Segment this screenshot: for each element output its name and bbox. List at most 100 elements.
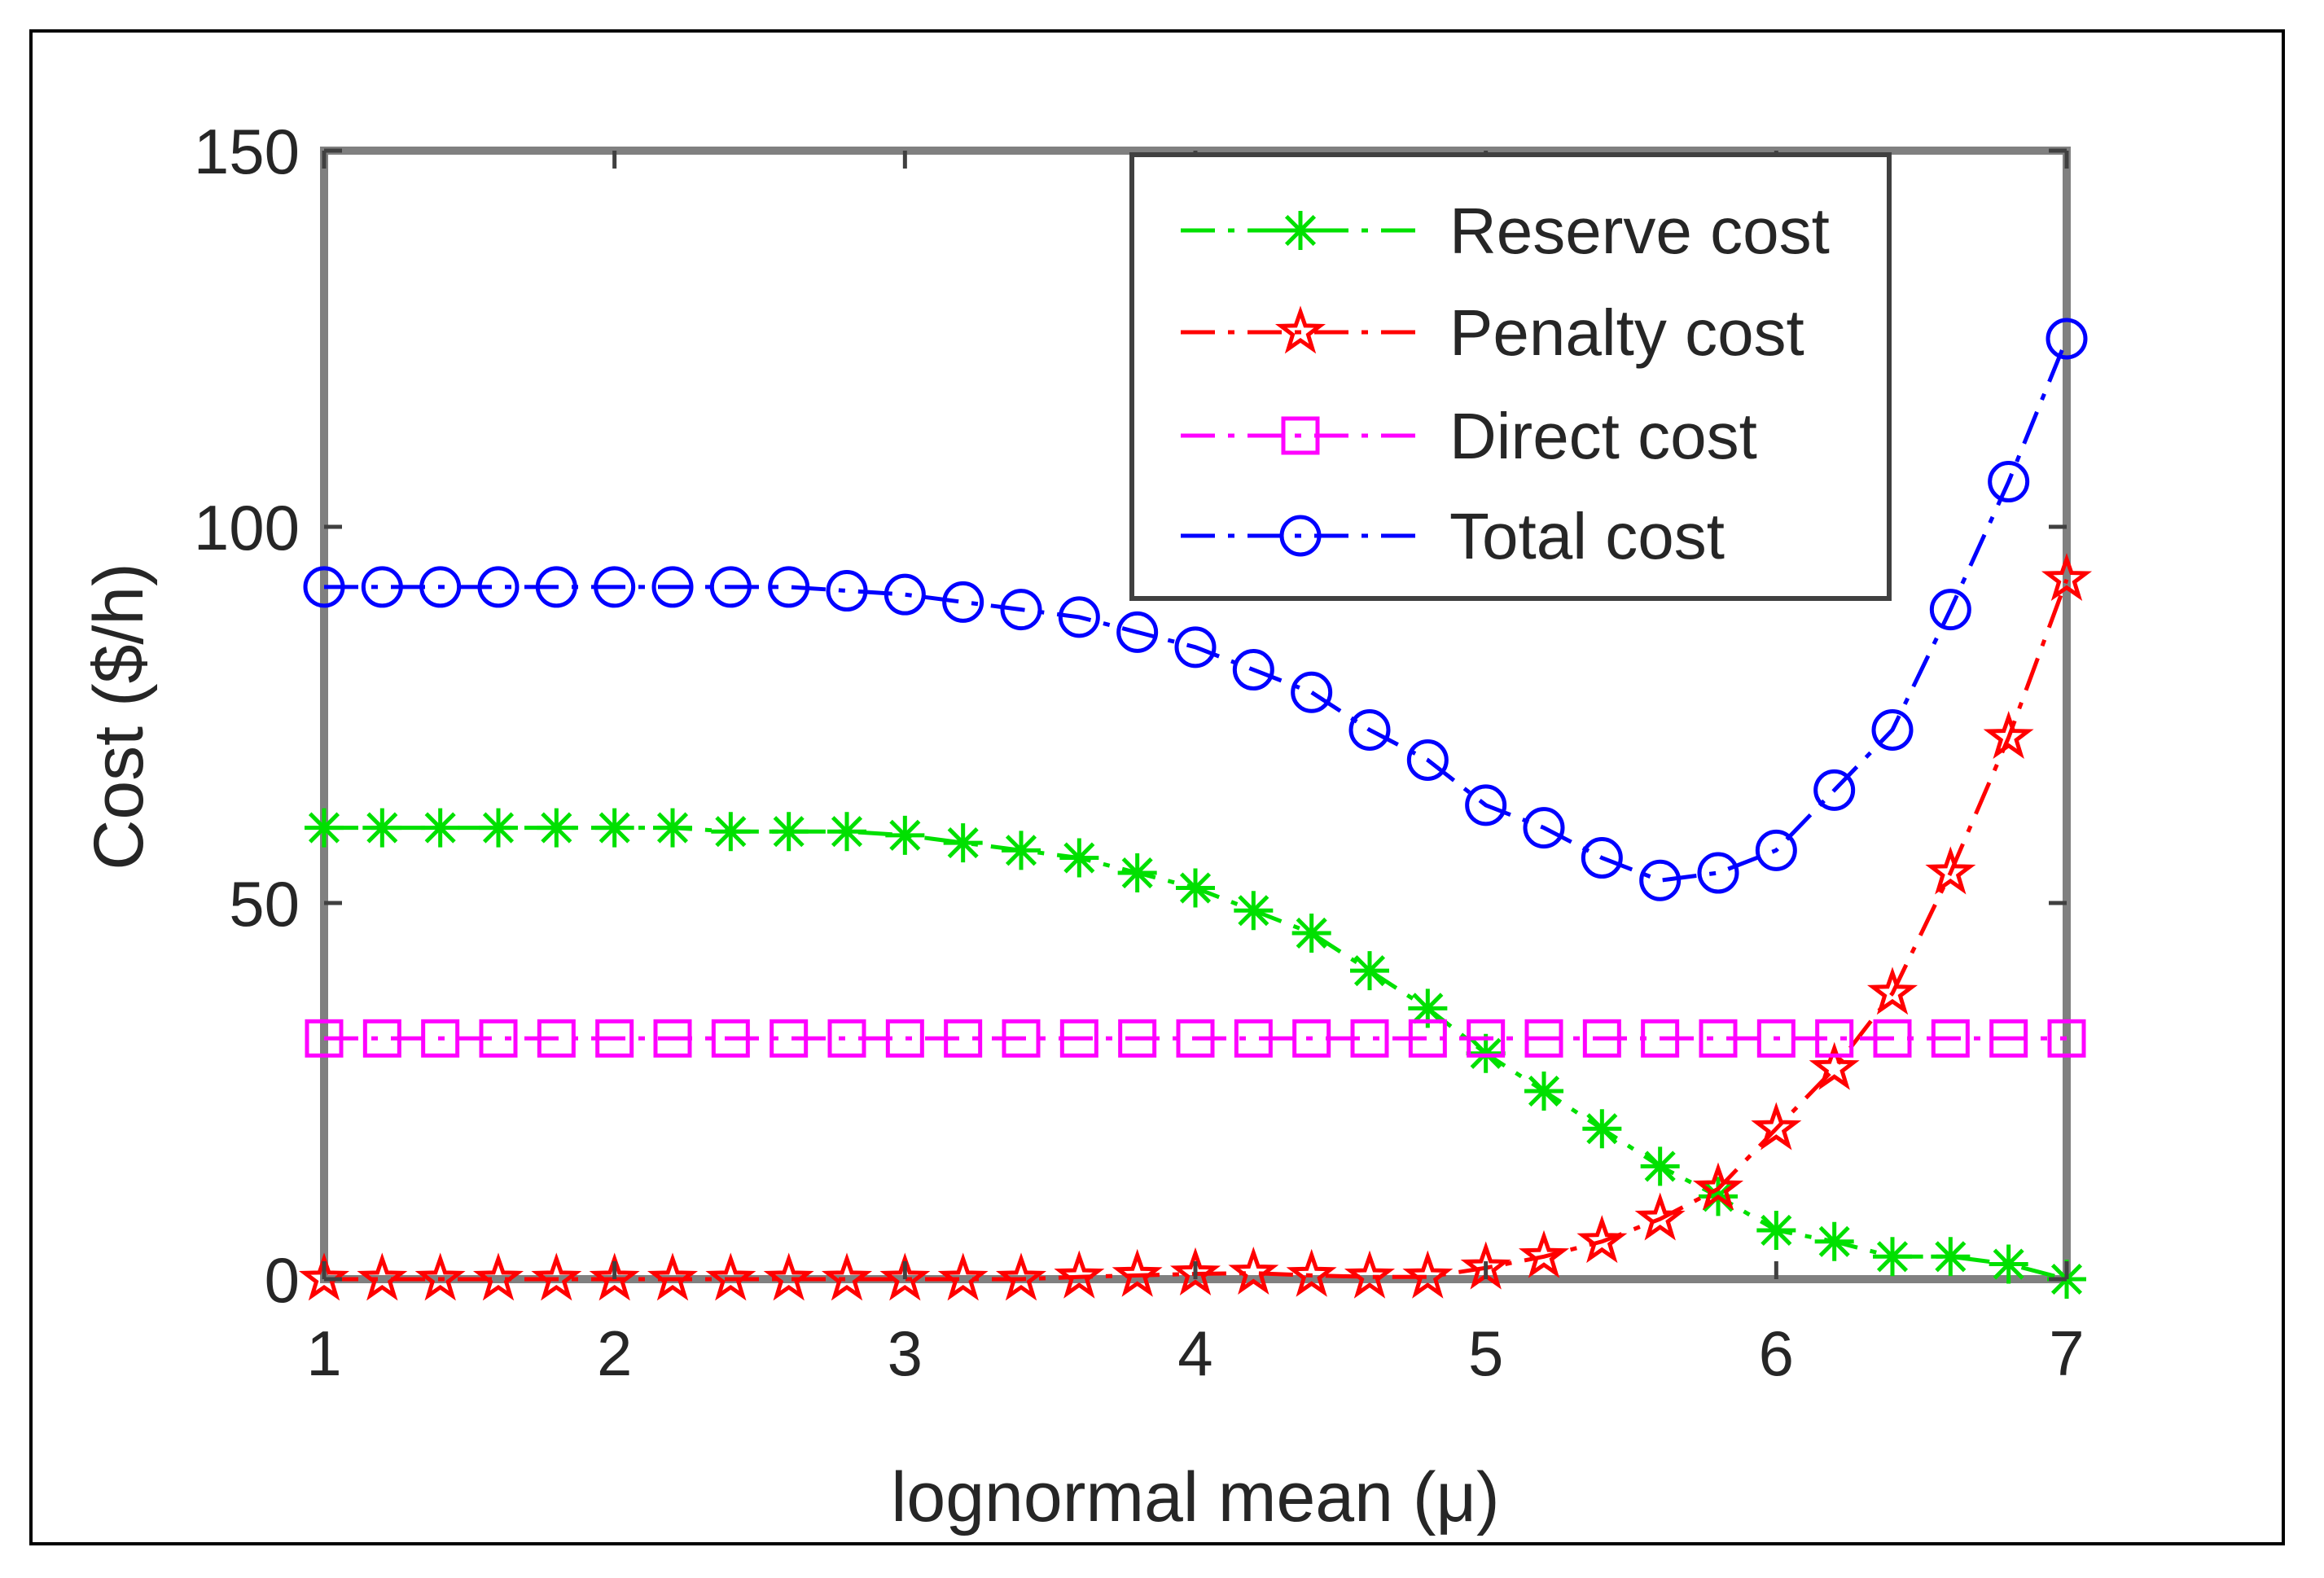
data-point-penalty-cost xyxy=(589,1252,640,1301)
x-tick-label: 6 xyxy=(1759,1317,1794,1389)
data-point-total-cost xyxy=(1581,837,1623,879)
data-point-total-cost xyxy=(1813,769,1856,811)
data-point-direct-cost xyxy=(1408,1019,1447,1058)
data-point-reserve-cost xyxy=(1291,913,1331,953)
data-point-penalty-cost xyxy=(531,1252,582,1301)
data-point-reserve-cost xyxy=(885,815,925,855)
y-tick-label: 100 xyxy=(194,492,300,563)
data-point-direct-cost xyxy=(1582,1019,1621,1058)
data-point-total-cost xyxy=(942,581,984,623)
data-point-total-cost xyxy=(1000,589,1042,631)
data-point-reserve-cost xyxy=(1814,1221,1854,1261)
data-point-direct-cost xyxy=(1059,1019,1098,1058)
data-point-penalty-cost xyxy=(357,1252,408,1301)
legend-label: Direct cost xyxy=(1449,400,1757,472)
data-point-penalty-cost xyxy=(1054,1250,1105,1299)
data-point-direct-cost xyxy=(479,1019,518,1058)
legend: Reserve cost Penalty cost Direct cost Total… xyxy=(1129,152,1892,601)
data-point-penalty-cost xyxy=(1866,967,1918,1015)
data-point-total-cost xyxy=(1174,626,1217,668)
data-point-penalty-cost xyxy=(1925,846,1976,895)
x-tick-label: 3 xyxy=(888,1317,923,1389)
data-point-reserve-cost xyxy=(537,808,577,848)
data-point-penalty-cost xyxy=(763,1252,814,1301)
data-point-direct-cost xyxy=(1176,1019,1215,1058)
data-point-direct-cost xyxy=(421,1019,460,1058)
data-point-total-cost xyxy=(1523,807,1565,849)
data-point-penalty-cost xyxy=(298,1252,350,1301)
data-point-direct-cost xyxy=(885,1019,924,1058)
data-point-direct-cost xyxy=(1873,1019,1912,1058)
data-point-reserve-cost xyxy=(711,812,751,852)
data-point-reserve-cost xyxy=(1002,831,1041,870)
legend-marker xyxy=(1279,515,1322,557)
data-point-total-cost xyxy=(419,566,462,608)
data-point-direct-cost xyxy=(537,1019,576,1058)
data-point-reserve-cost xyxy=(1234,891,1274,931)
data-point-total-cost xyxy=(2046,318,2088,360)
data-point-direct-cost xyxy=(1524,1019,1563,1058)
data-point-total-cost xyxy=(1116,611,1159,653)
data-point-penalty-cost xyxy=(647,1252,699,1301)
y-tick-label: 0 xyxy=(265,1244,300,1316)
series-markers-total-cost xyxy=(303,318,2088,901)
data-point-total-cost xyxy=(594,566,636,608)
data-point-reserve-cost xyxy=(1582,1109,1622,1149)
data-point-reserve-cost xyxy=(1989,1244,2028,1284)
data-point-reserve-cost xyxy=(362,808,402,848)
data-point-penalty-cost xyxy=(1402,1250,1454,1299)
data-point-penalty-cost xyxy=(821,1252,873,1301)
data-point-reserve-cost xyxy=(1350,951,1389,991)
data-point-direct-cost xyxy=(653,1019,692,1058)
data-point-reserve-cost xyxy=(1176,868,1215,908)
data-point-total-cost xyxy=(1406,739,1449,781)
legend-marker xyxy=(1274,305,1326,354)
legend-label: Total cost xyxy=(1449,500,1725,572)
data-point-penalty-cost xyxy=(1112,1248,1163,1297)
data-point-penalty-cost xyxy=(1286,1248,1337,1297)
data-point-total-cost xyxy=(768,566,810,608)
data-point-reserve-cost xyxy=(943,823,983,863)
legend-marker xyxy=(1281,211,1320,250)
data-point-total-cost xyxy=(1232,649,1274,691)
data-point-total-cost xyxy=(1929,589,1971,631)
legend-item-direct-cost: Direct cost xyxy=(1181,400,1757,472)
data-point-reserve-cost xyxy=(1524,1072,1563,1111)
data-point-direct-cost xyxy=(362,1019,401,1058)
data-point-reserve-cost xyxy=(1756,1210,1796,1250)
data-point-total-cost xyxy=(535,566,577,608)
data-point-reserve-cost xyxy=(479,808,518,848)
data-point-total-cost xyxy=(1697,852,1739,894)
data-point-penalty-cost xyxy=(879,1252,931,1301)
data-point-reserve-cost xyxy=(594,808,634,848)
series-line-total-cost xyxy=(324,338,2069,883)
data-point-total-cost xyxy=(1755,829,1797,871)
data-point-direct-cost xyxy=(1699,1019,1738,1058)
data-point-total-cost xyxy=(1988,461,2030,503)
data-point-reserve-cost xyxy=(305,808,344,848)
data-point-reserve-cost xyxy=(1117,853,1157,893)
data-point-reserve-cost xyxy=(1059,838,1099,878)
data-point-reserve-cost xyxy=(1873,1237,1912,1277)
data-point-penalty-cost xyxy=(1344,1250,1396,1299)
data-point-total-cost xyxy=(651,566,694,608)
data-point-penalty-cost xyxy=(995,1252,1047,1301)
data-point-total-cost xyxy=(1465,784,1507,826)
data-point-direct-cost xyxy=(1756,1019,1796,1058)
data-point-direct-cost xyxy=(1467,1019,1506,1058)
data-point-penalty-cost xyxy=(1518,1230,1570,1278)
data-point-total-cost xyxy=(826,570,868,612)
data-point-total-cost xyxy=(1058,596,1100,638)
legend-marker xyxy=(1281,416,1320,455)
x-tick-label: 2 xyxy=(597,1317,632,1389)
data-point-total-cost xyxy=(884,573,926,616)
data-point-penalty-cost xyxy=(1169,1247,1221,1295)
x-tick-label: 1 xyxy=(306,1317,341,1389)
series-markers-direct-cost xyxy=(305,1019,2086,1058)
data-point-direct-cost xyxy=(2047,1019,2086,1058)
tick-layer: 1 2 3 4 5 6 7 0 50 100 150 xyxy=(194,116,2085,1389)
data-point-direct-cost xyxy=(1931,1019,1970,1058)
data-point-penalty-cost xyxy=(1692,1162,1744,1211)
legend-label: Reserve cost xyxy=(1449,195,1830,267)
